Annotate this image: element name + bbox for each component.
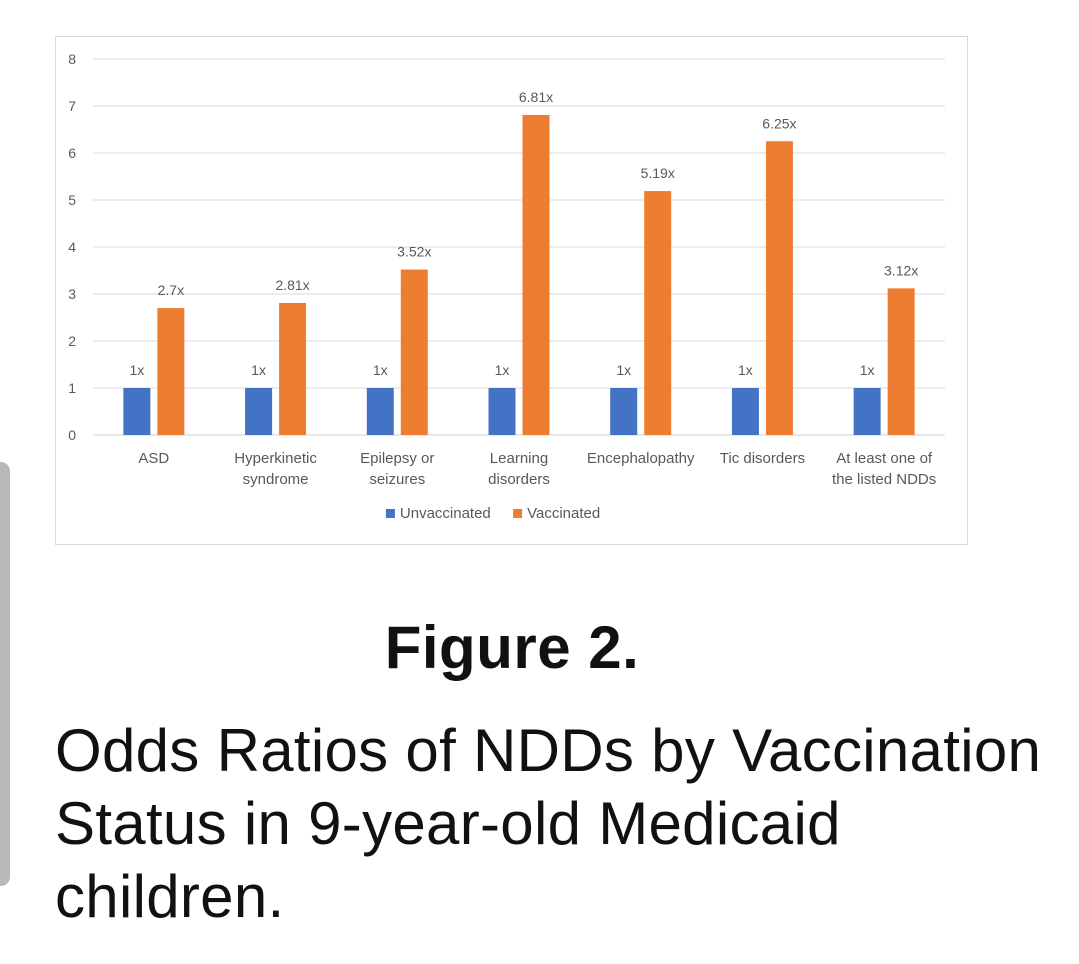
x-category-label: Hyperkinetic bbox=[234, 450, 317, 467]
bar-vaccinated bbox=[887, 288, 915, 435]
data-label: 6.25x bbox=[762, 115, 796, 131]
data-label: 1x bbox=[495, 362, 510, 378]
x-category-label: syndrome bbox=[243, 471, 309, 488]
x-category-label: seizures bbox=[369, 471, 425, 488]
bar-unvaccinated bbox=[488, 388, 516, 435]
data-label: 1x bbox=[860, 362, 875, 378]
bar-vaccinated bbox=[400, 269, 428, 435]
bar-vaccinated bbox=[522, 114, 550, 436]
x-category-label: ASD bbox=[138, 450, 169, 467]
y-tick-label: 8 bbox=[68, 51, 76, 67]
y-tick-label: 0 bbox=[68, 427, 76, 443]
data-label: 1x bbox=[129, 362, 144, 378]
scrollbar-handle[interactable] bbox=[0, 462, 10, 886]
data-label: 2.7x bbox=[158, 282, 184, 298]
figure-caption: Odds Ratios of NDDs by Vaccination Statu… bbox=[55, 717, 1042, 930]
data-label: 3.12x bbox=[884, 262, 918, 278]
bar-unvaccinated bbox=[731, 388, 759, 435]
data-label: 1x bbox=[738, 362, 753, 378]
legend-swatch-unvaccinated bbox=[385, 509, 395, 518]
y-tick-label: 6 bbox=[68, 145, 76, 161]
bar-unvaccinated bbox=[610, 388, 638, 435]
x-category-label: disorders bbox=[488, 471, 550, 488]
y-tick-label: 4 bbox=[68, 239, 76, 255]
bar-vaccinated bbox=[279, 302, 307, 435]
data-label: 6.81x bbox=[519, 89, 553, 105]
y-tick-label: 7 bbox=[68, 98, 76, 114]
bar-unvaccinated bbox=[245, 388, 273, 435]
y-tick-label: 1 bbox=[68, 380, 76, 396]
data-label: 1x bbox=[251, 362, 266, 378]
bar-vaccinated bbox=[157, 308, 185, 435]
data-label: 3.52x bbox=[397, 244, 431, 260]
x-category-label: Epilepsy or bbox=[360, 450, 434, 467]
bar-unvaccinated bbox=[853, 388, 881, 435]
data-label: 5.19x bbox=[641, 165, 675, 181]
y-tick-label: 5 bbox=[68, 192, 76, 208]
legend-swatch-vaccinated bbox=[513, 509, 523, 518]
bar-chart: 0 1 2 3 4 5 6 7 8 1x 2.7x ASD 1x 2.81x Hyperkinetic syn… bbox=[68, 51, 945, 522]
data-label: 2.81x bbox=[275, 277, 309, 293]
x-category-label: Learning bbox=[490, 450, 548, 467]
bar-unvaccinated bbox=[366, 388, 394, 435]
bar-vaccinated bbox=[644, 191, 672, 435]
y-tick-label: 3 bbox=[68, 286, 76, 302]
legend-label: Unvaccinated bbox=[400, 505, 491, 522]
chart-frame: 0 1 2 3 4 5 6 7 8 1x 2.7x ASD 1x 2.81x Hyperkinetic syn… bbox=[55, 36, 968, 545]
figure-label: Figure 2. bbox=[384, 614, 640, 681]
x-category-label: Encephalopathy bbox=[587, 450, 695, 467]
bar-vaccinated bbox=[765, 141, 793, 435]
bar-unvaccinated bbox=[123, 388, 151, 435]
data-label: 1x bbox=[373, 362, 388, 378]
x-category-label: Tic disorders bbox=[720, 450, 805, 467]
y-tick-label: 2 bbox=[68, 333, 76, 349]
x-category-label: the listed NDDs bbox=[832, 471, 936, 488]
data-label: 1x bbox=[616, 362, 631, 378]
legend-label: Vaccinated bbox=[527, 505, 600, 522]
x-category-label: At least one of bbox=[836, 450, 933, 467]
